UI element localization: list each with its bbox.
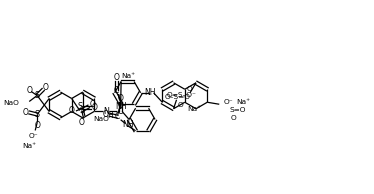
Text: O: O <box>113 73 119 81</box>
Text: O: O <box>90 100 96 109</box>
Text: NH: NH <box>115 102 126 111</box>
Text: O: O <box>34 121 40 130</box>
Text: C: C <box>115 112 120 121</box>
Text: O: O <box>117 94 123 103</box>
Text: S: S <box>35 110 40 119</box>
Text: Na⁺: Na⁺ <box>187 106 201 112</box>
Text: S: S <box>35 91 40 100</box>
Text: O: O <box>22 108 28 117</box>
Text: NH: NH <box>122 120 134 129</box>
Text: Na⁺: Na⁺ <box>121 73 135 79</box>
Text: O: O <box>177 102 183 108</box>
Text: O: O <box>69 107 75 115</box>
Text: S: S <box>77 102 83 112</box>
Text: O: O <box>79 118 85 127</box>
Text: O: O <box>42 83 48 92</box>
Text: O⁻: O⁻ <box>28 133 38 139</box>
Text: N: N <box>103 107 109 116</box>
Text: O: O <box>187 86 192 92</box>
Text: O: O <box>92 103 98 113</box>
Text: O⁻: O⁻ <box>223 99 233 105</box>
Text: NaO: NaO <box>3 100 19 107</box>
Text: O: O <box>230 115 236 121</box>
Text: C: C <box>117 107 123 116</box>
Text: C: C <box>113 86 119 94</box>
Text: O=S–O⁻: O=S–O⁻ <box>167 92 197 98</box>
Text: S: S <box>79 106 84 115</box>
Text: NH: NH <box>144 88 155 97</box>
Text: Na⁺: Na⁺ <box>236 99 250 105</box>
Text: O: O <box>103 110 108 119</box>
Text: O: O <box>26 86 32 95</box>
Text: H: H <box>107 111 113 120</box>
Text: S=O: S=O <box>229 107 246 113</box>
Text: NaO: NaO <box>93 116 109 122</box>
Text: Na⁺: Na⁺ <box>22 143 36 149</box>
Text: O–S=O: O–S=O <box>165 94 190 100</box>
